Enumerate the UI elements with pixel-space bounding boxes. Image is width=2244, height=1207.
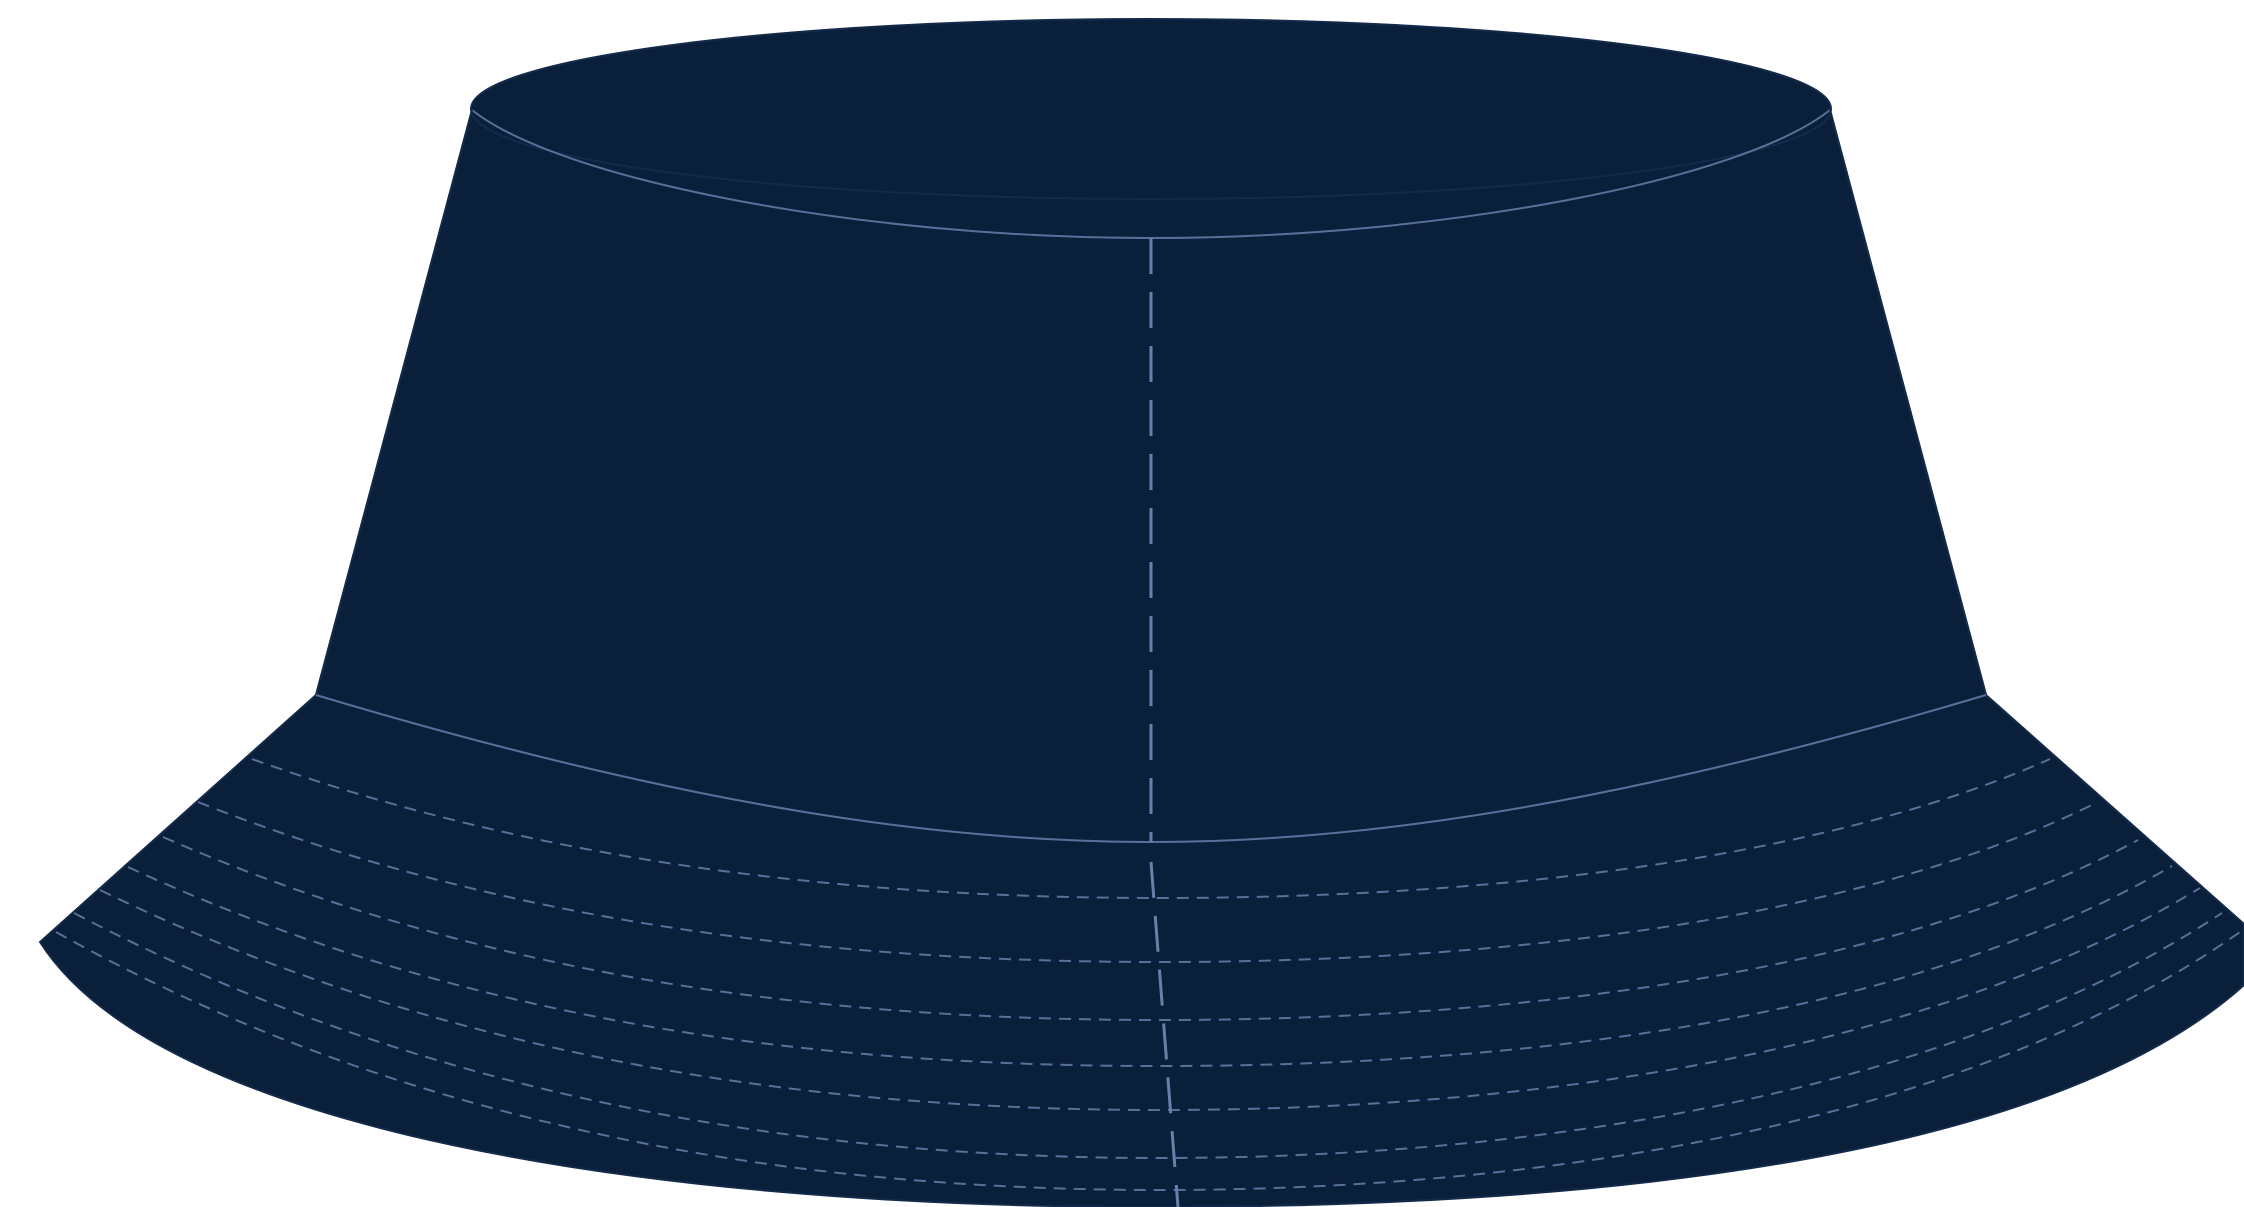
brim-stitching	[55, 758, 2241, 1192]
brim-center-seam	[1149, 861, 1180, 1207]
stitch-row-5	[99, 887, 2201, 1112]
stitch-row-2	[197, 801, 2099, 964]
stitch-row-3	[162, 836, 2139, 1022]
stitch-row-6	[73, 912, 2223, 1160]
crown-edge-left	[315, 109, 473, 696]
crown-edge-right	[1829, 109, 1987, 696]
hat-top	[470, 18, 1832, 200]
stitch-row-4	[127, 865, 2173, 1068]
stitch-row-7	[55, 931, 2241, 1192]
stitch-row-1	[251, 758, 2051, 900]
